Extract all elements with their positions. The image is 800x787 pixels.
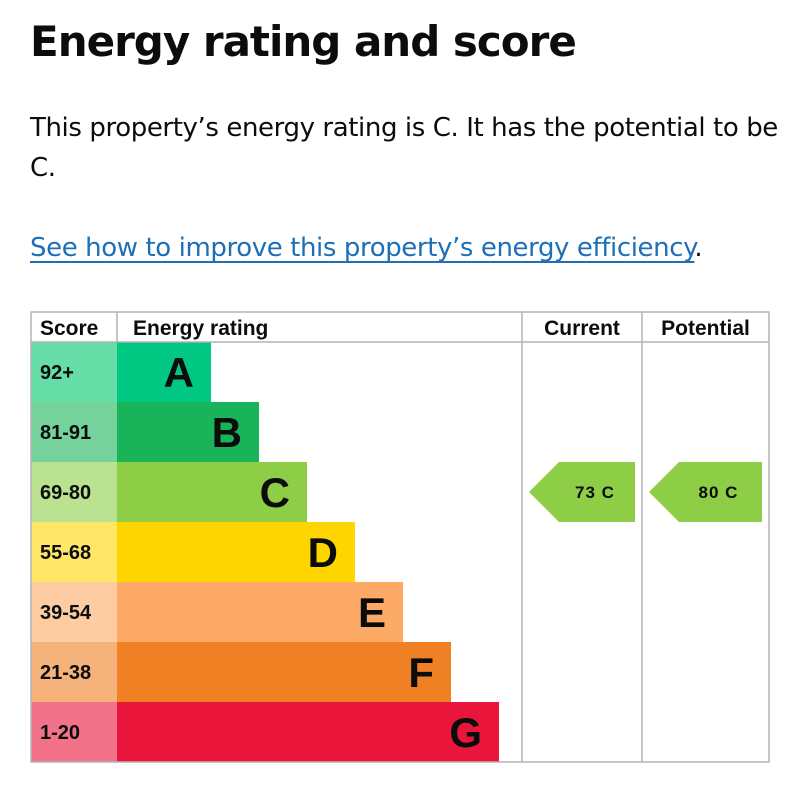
header-current: Current — [544, 317, 620, 340]
score-range-a: 92+ — [40, 362, 74, 384]
header-potential: Potential — [661, 317, 750, 340]
rating-bar-e — [117, 582, 403, 642]
score-cell-c — [31, 462, 117, 522]
link-full-stop: . — [694, 233, 703, 263]
rating-summary: This property’s energy rating is C. It h… — [30, 113, 778, 183]
score-range-c: 69-80 — [40, 482, 91, 504]
score-range-f: 21-38 — [40, 662, 91, 684]
rating-bar-b — [117, 402, 259, 462]
score-cell-f — [31, 642, 117, 702]
header-score: Score — [40, 317, 98, 340]
rating-bar-a — [117, 342, 211, 402]
rating-letter-e: E — [358, 589, 386, 636]
header-energy-rating: Energy rating — [133, 317, 268, 340]
rating-bar-d — [117, 522, 355, 582]
score-range-e: 39-54 — [40, 602, 92, 624]
score-range-b: 81-91 — [40, 422, 91, 444]
rating-bar-c — [117, 462, 307, 522]
chart-border — [30, 311, 770, 763]
score-cell-a — [31, 342, 117, 402]
rating-letter-g: G — [449, 709, 482, 756]
rating-letter-f: F — [408, 649, 434, 696]
score-cell-g — [31, 702, 117, 762]
rating-letter-c: C — [260, 469, 290, 516]
score-cell-d — [31, 522, 117, 582]
rating-bar-g — [117, 702, 499, 762]
improve-paragraph: See how to improve this property’s energ… — [30, 228, 703, 268]
rating-bar-f — [117, 642, 451, 702]
score-range-d: 55-68 — [40, 542, 91, 564]
page-title: Energy rating and score — [30, 17, 577, 66]
improve-efficiency-link[interactable]: See how to improve this property’s energ… — [30, 233, 695, 263]
rating-letter-a: A — [164, 349, 194, 396]
rating-letter-b: B — [212, 409, 242, 456]
potential-rating-arrow — [649, 462, 762, 522]
score-range-g: 1-20 — [40, 722, 80, 744]
current-rating-label: 73 C — [575, 483, 615, 502]
rating-letter-d: D — [308, 529, 338, 576]
current-rating-arrow — [529, 462, 635, 522]
potential-rating-label: 80 C — [699, 483, 739, 502]
score-cell-b — [31, 402, 117, 462]
score-cell-e — [31, 582, 117, 642]
